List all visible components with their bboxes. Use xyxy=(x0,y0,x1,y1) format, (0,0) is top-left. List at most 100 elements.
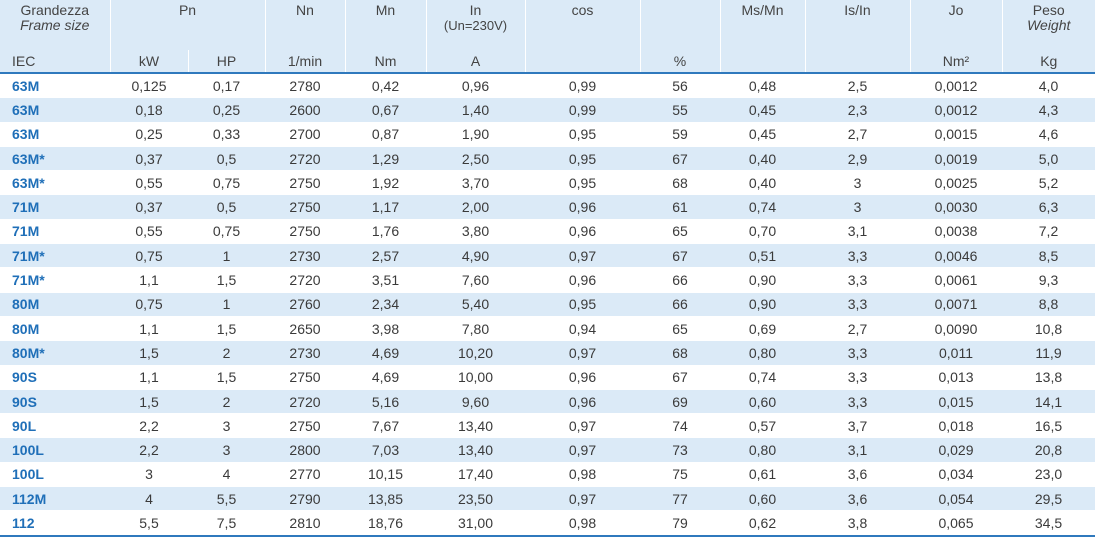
value-cell: 20,8 xyxy=(1002,437,1095,463)
table-row: 63M 0,18 0,25 2600 0,67 1,40 0,99 55 0,45 2,3 0,00… xyxy=(0,97,1095,123)
value-cell: 0,61 xyxy=(720,462,805,488)
value-cell: 0,0046 xyxy=(910,243,1002,269)
value-cell: 3 xyxy=(188,437,265,463)
value-cell: 65 xyxy=(640,316,720,342)
value-cell: 1,5 xyxy=(188,365,265,390)
frame-size: 71M xyxy=(0,194,110,220)
header-cell: Is/In xyxy=(805,0,911,50)
value-cell: 0,17 xyxy=(188,73,265,99)
value-cell: 0,0090 xyxy=(910,316,1002,342)
frame-size: 112 xyxy=(0,510,110,537)
unit-cell: IEC xyxy=(0,50,111,74)
value-cell: 1,29 xyxy=(345,146,426,172)
frame-size: 71M* xyxy=(0,267,110,293)
value-cell: 0,0030 xyxy=(910,194,1002,220)
value-cell: 7,03 xyxy=(345,437,426,463)
value-cell: 2,3 xyxy=(805,97,910,123)
value-cell: 3,51 xyxy=(345,267,426,293)
value-cell: 0,97 xyxy=(525,413,640,439)
table-header: Grandezza Frame size Pn Nn Mn In (Un=230V)… xyxy=(0,0,1095,74)
header-cell: Grandezza Frame size xyxy=(0,0,111,50)
unit-cell: Nm² xyxy=(910,50,1003,74)
value-cell: 18,76 xyxy=(345,510,426,537)
value-cell: 0,74 xyxy=(720,194,805,220)
value-cell: 4,3 xyxy=(1002,97,1095,123)
value-cell: 3,8 xyxy=(805,510,910,537)
value-cell: 75 xyxy=(640,462,720,488)
table-row: 90S 1,5 2 2720 5,16 9,60 0,96 69 0,60 3,3 0,015 14,… xyxy=(0,389,1095,415)
value-cell: 0,011 xyxy=(910,340,1002,366)
value-cell: 2800 xyxy=(265,437,345,463)
table-row: 63M 0,125 0,17 2780 0,42 0,96 0,99 56 0,48 2,5 0,0… xyxy=(0,73,1095,99)
value-cell: 0,70 xyxy=(720,219,805,245)
value-cell: 0,0061 xyxy=(910,267,1002,293)
value-cell: 2 xyxy=(188,340,265,366)
value-cell: 7,80 xyxy=(426,316,525,342)
value-cell: 0,95 xyxy=(525,292,640,317)
value-cell: 2750 xyxy=(265,194,345,220)
value-cell: 2750 xyxy=(265,170,345,196)
value-cell: 3,3 xyxy=(805,365,910,390)
value-cell: 5,40 xyxy=(426,292,525,317)
value-cell: 0,87 xyxy=(345,122,426,147)
value-cell: 8,5 xyxy=(1002,243,1095,269)
value-cell: 4,6 xyxy=(1002,122,1095,147)
value-cell: 3,98 xyxy=(345,316,426,342)
header-cell: In (Un=230V) xyxy=(426,0,526,50)
value-cell: 0,51 xyxy=(720,243,805,269)
frame-size: 71M xyxy=(0,219,110,245)
value-cell: 65 xyxy=(640,219,720,245)
value-cell: 5,16 xyxy=(345,389,426,415)
value-cell: 0,0012 xyxy=(910,97,1002,123)
value-cell: 2,7 xyxy=(805,122,910,147)
value-cell: 0,065 xyxy=(910,510,1002,537)
value-cell: 3,3 xyxy=(805,267,910,293)
value-cell: 0,69 xyxy=(720,316,805,342)
header-text: In xyxy=(469,2,482,18)
table-row: 112M 4 5,5 2790 13,85 23,50 0,97 77 0,60 3,6 0,054… xyxy=(0,486,1095,512)
value-cell: 0,0038 xyxy=(910,219,1002,245)
unit-cell: kW xyxy=(110,50,189,74)
table-row: 71M 0,55 0,75 2750 1,76 3,80 0,96 65 0,70 3,1 0,00… xyxy=(0,219,1095,245)
table-row: 63M* 0,37 0,5 2720 1,29 2,50 0,95 67 0,40 2,9 0,00… xyxy=(0,146,1095,172)
table-body: 63M 0,125 0,17 2780 0,42 0,96 0,99 56 0,48 2,5 0,0… xyxy=(0,73,1095,537)
value-cell: 2,5 xyxy=(805,73,910,99)
value-cell: 3,1 xyxy=(805,437,910,463)
table-row: 90L 2,2 3 2750 7,67 13,40 0,97 74 0,57 3,7 0,018 16… xyxy=(0,413,1095,439)
value-cell: 3,70 xyxy=(426,170,525,196)
value-cell: 2760 xyxy=(265,292,345,317)
value-cell: 0,0071 xyxy=(910,292,1002,317)
table-row: 80M 0,75 1 2760 2,34 5,40 0,95 66 0,90 3,3 0,0071 8… xyxy=(0,292,1095,317)
header-cell: Pn xyxy=(110,0,266,50)
table-row: 63M 0,25 0,33 2700 0,87 1,90 0,95 59 0,45 2,7 0,00… xyxy=(0,122,1095,147)
unit-cell: A xyxy=(426,50,526,74)
value-cell: 7,5 xyxy=(188,510,265,537)
value-cell: 73 xyxy=(640,437,720,463)
value-cell: 0,40 xyxy=(720,170,805,196)
value-cell: 0,95 xyxy=(525,122,640,147)
value-cell: 0,0012 xyxy=(910,73,1002,99)
value-cell: 2,00 xyxy=(426,194,525,220)
header-text: Weight xyxy=(1027,17,1071,33)
value-cell: 3 xyxy=(110,462,188,488)
value-cell: 13,40 xyxy=(426,413,525,439)
header-text: (Un=230V) xyxy=(443,18,508,33)
value-cell: 0,98 xyxy=(525,510,640,537)
value-cell: 3,1 xyxy=(805,219,910,245)
value-cell: 13,85 xyxy=(345,486,426,512)
value-cell: 3 xyxy=(805,170,910,196)
value-cell: 11,9 xyxy=(1002,340,1095,366)
value-cell: 0,57 xyxy=(720,413,805,439)
value-cell: 1,5 xyxy=(188,316,265,342)
value-cell: 0,96 xyxy=(426,73,525,99)
value-cell: 4,0 xyxy=(1002,73,1095,99)
value-cell: 8,8 xyxy=(1002,292,1095,317)
value-cell: 59 xyxy=(640,122,720,147)
value-cell: 79 xyxy=(640,510,720,537)
frame-size: 63M* xyxy=(0,146,110,172)
value-cell: 2810 xyxy=(265,510,345,537)
value-cell: 6,3 xyxy=(1002,194,1095,220)
frame-size: 63M xyxy=(0,97,110,123)
value-cell: 1,17 xyxy=(345,194,426,220)
